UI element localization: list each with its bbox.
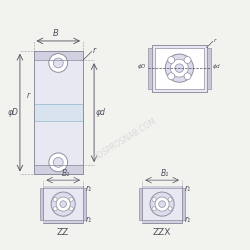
Bar bbox=[40, 188, 43, 220]
Text: ZZ: ZZ bbox=[57, 228, 69, 237]
Bar bbox=[34, 104, 83, 121]
Bar bbox=[34, 165, 83, 174]
Circle shape bbox=[175, 64, 184, 72]
Bar bbox=[44, 186, 83, 223]
Bar bbox=[44, 220, 83, 223]
Text: B₁: B₁ bbox=[160, 169, 169, 178]
Circle shape bbox=[168, 198, 172, 202]
Circle shape bbox=[150, 192, 174, 216]
Text: ROSPROSNAB.COM: ROSPROSNAB.COM bbox=[92, 117, 158, 163]
Circle shape bbox=[155, 197, 169, 211]
Text: r₁: r₁ bbox=[86, 184, 92, 193]
Bar bbox=[142, 220, 182, 223]
Circle shape bbox=[53, 58, 63, 68]
Text: φd: φd bbox=[96, 108, 106, 117]
Circle shape bbox=[184, 56, 191, 64]
Bar bbox=[83, 188, 86, 220]
Circle shape bbox=[60, 201, 66, 207]
Text: r₁: r₁ bbox=[185, 184, 191, 193]
Circle shape bbox=[170, 59, 188, 77]
Bar bbox=[34, 51, 83, 174]
Circle shape bbox=[56, 197, 70, 211]
Circle shape bbox=[159, 201, 166, 207]
Bar bbox=[152, 45, 206, 92]
Text: r₁: r₁ bbox=[86, 215, 92, 224]
Bar bbox=[206, 48, 210, 89]
Text: r: r bbox=[27, 91, 30, 100]
Text: B₁: B₁ bbox=[62, 169, 70, 178]
Circle shape bbox=[165, 54, 194, 82]
Bar bbox=[34, 51, 83, 60]
Bar bbox=[142, 186, 182, 223]
Circle shape bbox=[152, 198, 156, 202]
Circle shape bbox=[168, 56, 175, 64]
Text: r: r bbox=[214, 38, 216, 43]
Circle shape bbox=[168, 73, 175, 80]
Text: r: r bbox=[92, 46, 96, 55]
Text: $\phi D$: $\phi D$ bbox=[138, 62, 147, 71]
Circle shape bbox=[53, 158, 63, 167]
Circle shape bbox=[49, 54, 68, 72]
Circle shape bbox=[49, 153, 68, 172]
Bar bbox=[44, 186, 83, 188]
Circle shape bbox=[69, 198, 73, 202]
Text: B: B bbox=[53, 29, 59, 38]
Circle shape bbox=[53, 207, 57, 211]
Text: $\phi d$: $\phi d$ bbox=[212, 62, 221, 71]
Circle shape bbox=[53, 198, 57, 202]
Bar bbox=[148, 48, 152, 89]
Circle shape bbox=[69, 207, 73, 211]
Bar bbox=[182, 188, 185, 220]
Circle shape bbox=[168, 207, 172, 211]
Text: r₁: r₁ bbox=[185, 215, 191, 224]
Bar bbox=[155, 48, 204, 89]
Circle shape bbox=[152, 207, 156, 211]
Circle shape bbox=[184, 73, 191, 80]
Text: ZZX: ZZX bbox=[153, 228, 171, 237]
Bar bbox=[139, 188, 142, 220]
Text: φD: φD bbox=[8, 108, 19, 117]
Bar bbox=[142, 186, 182, 188]
Circle shape bbox=[51, 192, 75, 216]
